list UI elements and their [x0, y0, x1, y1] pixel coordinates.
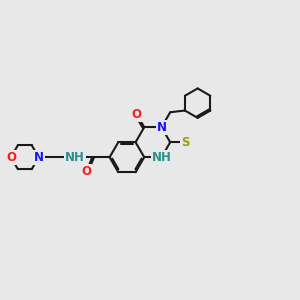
Text: S: S — [181, 136, 189, 149]
Text: O: O — [82, 165, 92, 178]
Text: N: N — [34, 151, 44, 164]
Text: N: N — [157, 121, 166, 134]
Text: O: O — [6, 151, 16, 164]
Text: NH: NH — [65, 151, 85, 164]
Text: O: O — [132, 108, 142, 121]
Text: NH: NH — [152, 151, 172, 164]
